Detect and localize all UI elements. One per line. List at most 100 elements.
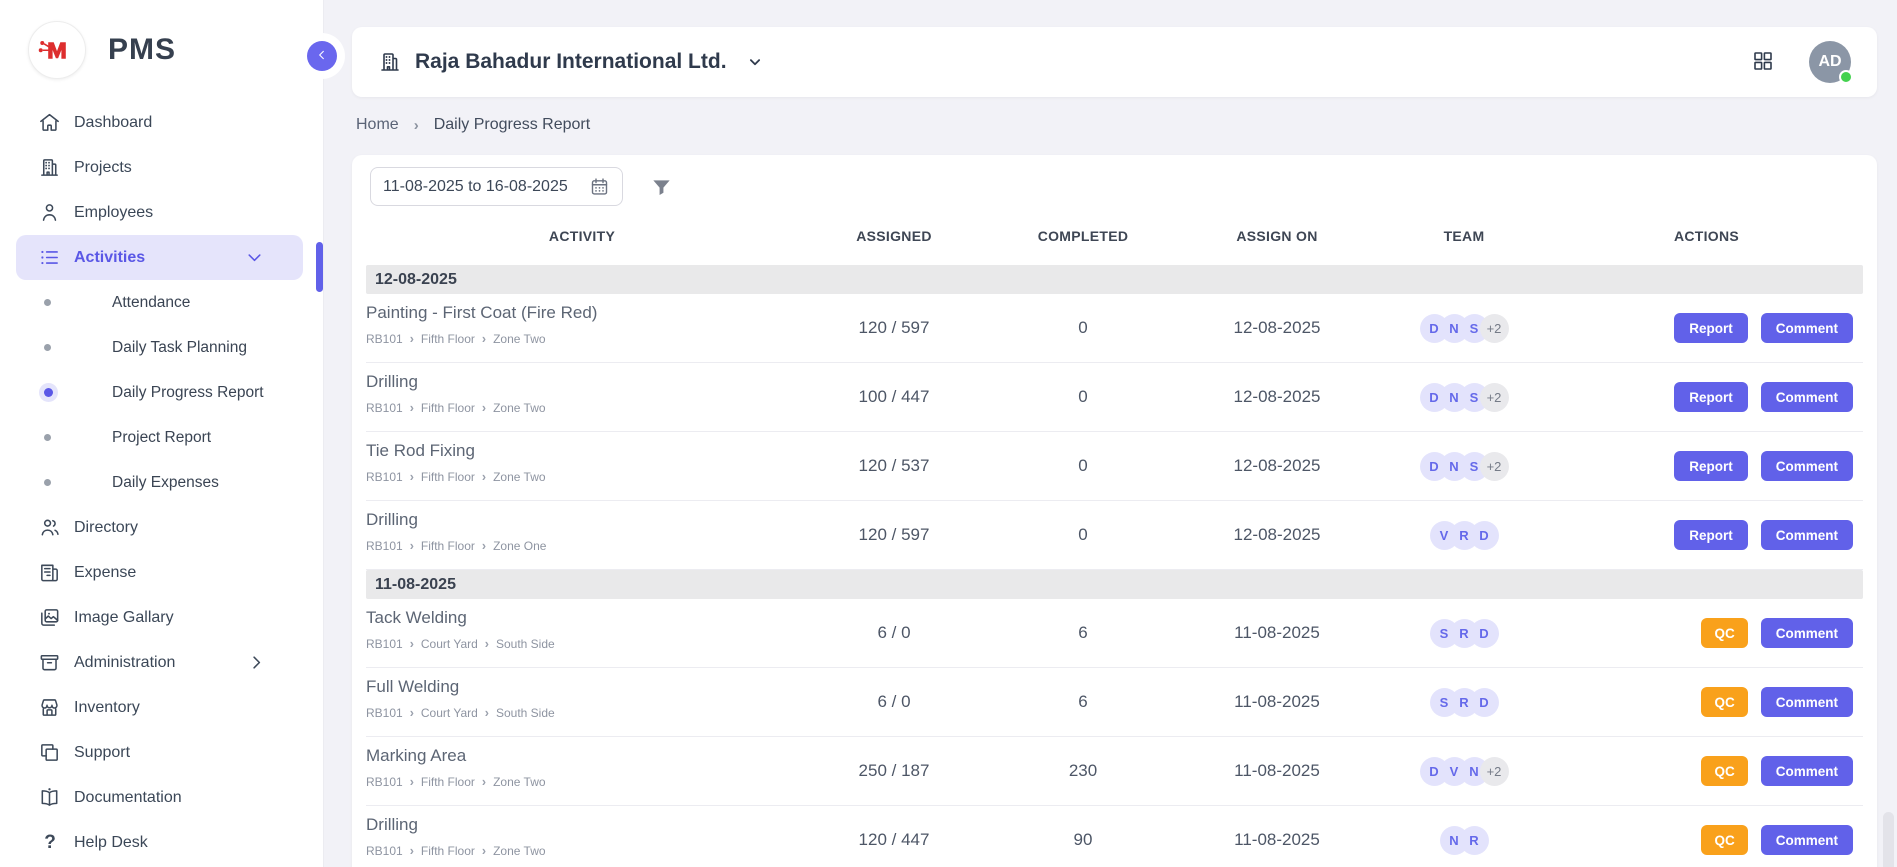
path-separator-icon: › [410, 637, 414, 651]
report-button[interactable]: Report [1674, 313, 1748, 343]
sidebar-item-help-desk[interactable]: ?Help Desk [0, 820, 323, 865]
sidebar-item-label: Employees [74, 204, 153, 222]
path-separator-icon: › [482, 844, 486, 858]
activity-cell: DrillingRB101›Fifth Floor›Zone Two [366, 363, 798, 431]
table-header-row: ACTIVITYASSIGNEDCOMPLETEDASSIGN ONTEAMAC… [352, 206, 1877, 265]
comment-button[interactable]: Comment [1761, 825, 1853, 855]
path-segment: RB101 [366, 844, 403, 858]
book-icon [38, 786, 62, 810]
path-separator-icon: › [482, 470, 486, 484]
sidebar-subitem-daily-progress-report[interactable]: Daily Progress Report [0, 370, 323, 415]
comment-button[interactable]: Comment [1761, 520, 1853, 550]
actions-cell: QC Comment [1550, 756, 1863, 786]
report-button[interactable]: Report [1674, 520, 1748, 550]
activity-cell: Painting - First Coat (Fire Red)RB101›Fi… [366, 294, 798, 362]
table-row: Tie Rod FixingRB101›Fifth Floor›Zone Two… [366, 432, 1863, 501]
person-icon [38, 201, 62, 225]
table-row: Tack WeldingRB101›Court Yard›South Side6… [366, 599, 1863, 668]
team-avatar: R [1460, 826, 1489, 855]
comment-button[interactable]: Comment [1761, 313, 1853, 343]
path-separator-icon: › [410, 539, 414, 553]
app-logo[interactable] [28, 21, 86, 79]
activity-title: Tack Welding [366, 608, 798, 628]
bullet-dot [44, 479, 51, 486]
team-avatar: D [1470, 619, 1499, 648]
sidebar-subitem-daily-task-planning[interactable]: Daily Task Planning [0, 325, 323, 370]
activity-path: RB101›Court Yard›South Side [366, 637, 798, 651]
qc-button[interactable]: QC [1701, 618, 1747, 648]
sidebar-item-inventory[interactable]: Inventory [0, 685, 323, 730]
breadcrumb-current: Daily Progress Report [434, 116, 591, 134]
path-separator-icon: › [410, 401, 414, 415]
sidebar-item-dashboard[interactable]: Dashboard [0, 100, 323, 145]
activity-path: RB101›Fifth Floor›Zone Two [366, 332, 798, 346]
qc-button[interactable]: QC [1701, 756, 1747, 786]
path-segment: Court Yard [421, 637, 478, 651]
table-body: 12-08-2025Painting - First Coat (Fire Re… [352, 265, 1877, 867]
activity-title: Tie Rod Fixing [366, 441, 798, 461]
report-button[interactable]: Report [1674, 382, 1748, 412]
actions-cell: QC Comment [1550, 618, 1863, 648]
activity-title: Full Welding [366, 677, 798, 697]
apps-grid-button[interactable] [1751, 49, 1775, 76]
path-segment: Court Yard [421, 706, 478, 720]
path-separator-icon: › [482, 775, 486, 789]
sidebar-subitem-attendance[interactable]: Attendance [0, 280, 323, 325]
breadcrumb-home[interactable]: Home [356, 116, 399, 134]
sidebar-item-support[interactable]: Support [0, 730, 323, 775]
assigned-cell: 6 / 0 [798, 623, 990, 643]
qc-button[interactable]: QC [1701, 687, 1747, 717]
activity-title: Marking Area [366, 746, 798, 766]
user-avatar[interactable]: AD [1809, 41, 1851, 83]
sidebar-item-employees[interactable]: Employees [0, 190, 323, 235]
brand-text: PMS [108, 33, 176, 67]
date-group-header: 11-08-2025 [366, 570, 1863, 599]
comment-button[interactable]: Comment [1761, 687, 1853, 717]
comment-button[interactable]: Comment [1761, 618, 1853, 648]
assign-on-cell: 11-08-2025 [1176, 830, 1378, 850]
sidebar-subitem-project-report[interactable]: Project Report [0, 415, 323, 460]
squares-icon [38, 741, 62, 765]
team-cell: DNS+2 [1378, 314, 1550, 343]
company-selector[interactable]: Raja Bahadur International Ltd. [378, 50, 764, 74]
path-segment: Fifth Floor [421, 775, 475, 789]
brand-m-icon [35, 28, 79, 72]
sidebar-item-documentation[interactable]: Documentation [0, 775, 323, 820]
sidebar-subitem-label: Daily Expenses [112, 474, 219, 492]
sidebar-item-expense[interactable]: Expense [0, 550, 323, 595]
path-segment: Fifth Floor [421, 401, 475, 415]
comment-button[interactable]: Comment [1761, 451, 1853, 481]
sidebar-collapse-button[interactable] [307, 41, 337, 71]
sidebar-item-label: Directory [74, 519, 138, 537]
sidebar-item-projects[interactable]: Projects [0, 145, 323, 190]
sidebar-item-directory[interactable]: Directory [0, 505, 323, 550]
sidebar-item-activities[interactable]: Activities [16, 235, 303, 280]
column-header-activity: ACTIVITY [366, 228, 798, 244]
comment-button[interactable]: Comment [1761, 756, 1853, 786]
bullet-dot [44, 388, 53, 397]
sidebar-subitem-daily-expenses[interactable]: Daily Expenses [0, 460, 323, 505]
scrollbar-thumb[interactable] [1883, 812, 1894, 867]
path-segment: RB101 [366, 706, 403, 720]
path-segment: South Side [496, 637, 555, 651]
path-segment: RB101 [366, 775, 403, 789]
qc-button[interactable]: QC [1701, 825, 1747, 855]
sidebar-item-label: Image Gallary [74, 609, 174, 627]
filter-bar: 11-08-2025 to 16-08-2025 [352, 155, 1877, 206]
activity-path: RB101›Fifth Floor›Zone One [366, 539, 798, 553]
completed-cell: 230 [990, 761, 1176, 781]
assign-on-cell: 11-08-2025 [1176, 761, 1378, 781]
team-cell: DNS+2 [1378, 383, 1550, 412]
sidebar-item-image-gallary[interactable]: Image Gallary [0, 595, 323, 640]
bullet-dot [44, 434, 51, 441]
date-range-input[interactable]: 11-08-2025 to 16-08-2025 [370, 167, 623, 206]
report-button[interactable]: Report [1674, 451, 1748, 481]
activity-cell: Tie Rod FixingRB101›Fifth Floor›Zone Two [366, 432, 798, 500]
table-row: DrillingRB101›Fifth Floor›Zone Two120 / … [366, 806, 1863, 867]
sidebar-item-administration[interactable]: Administration [0, 640, 323, 685]
completed-cell: 6 [990, 623, 1176, 643]
actions-cell: QC Comment [1550, 687, 1863, 717]
filter-button[interactable] [650, 176, 673, 202]
comment-button[interactable]: Comment [1761, 382, 1853, 412]
avatar-initials: AD [1818, 53, 1841, 71]
